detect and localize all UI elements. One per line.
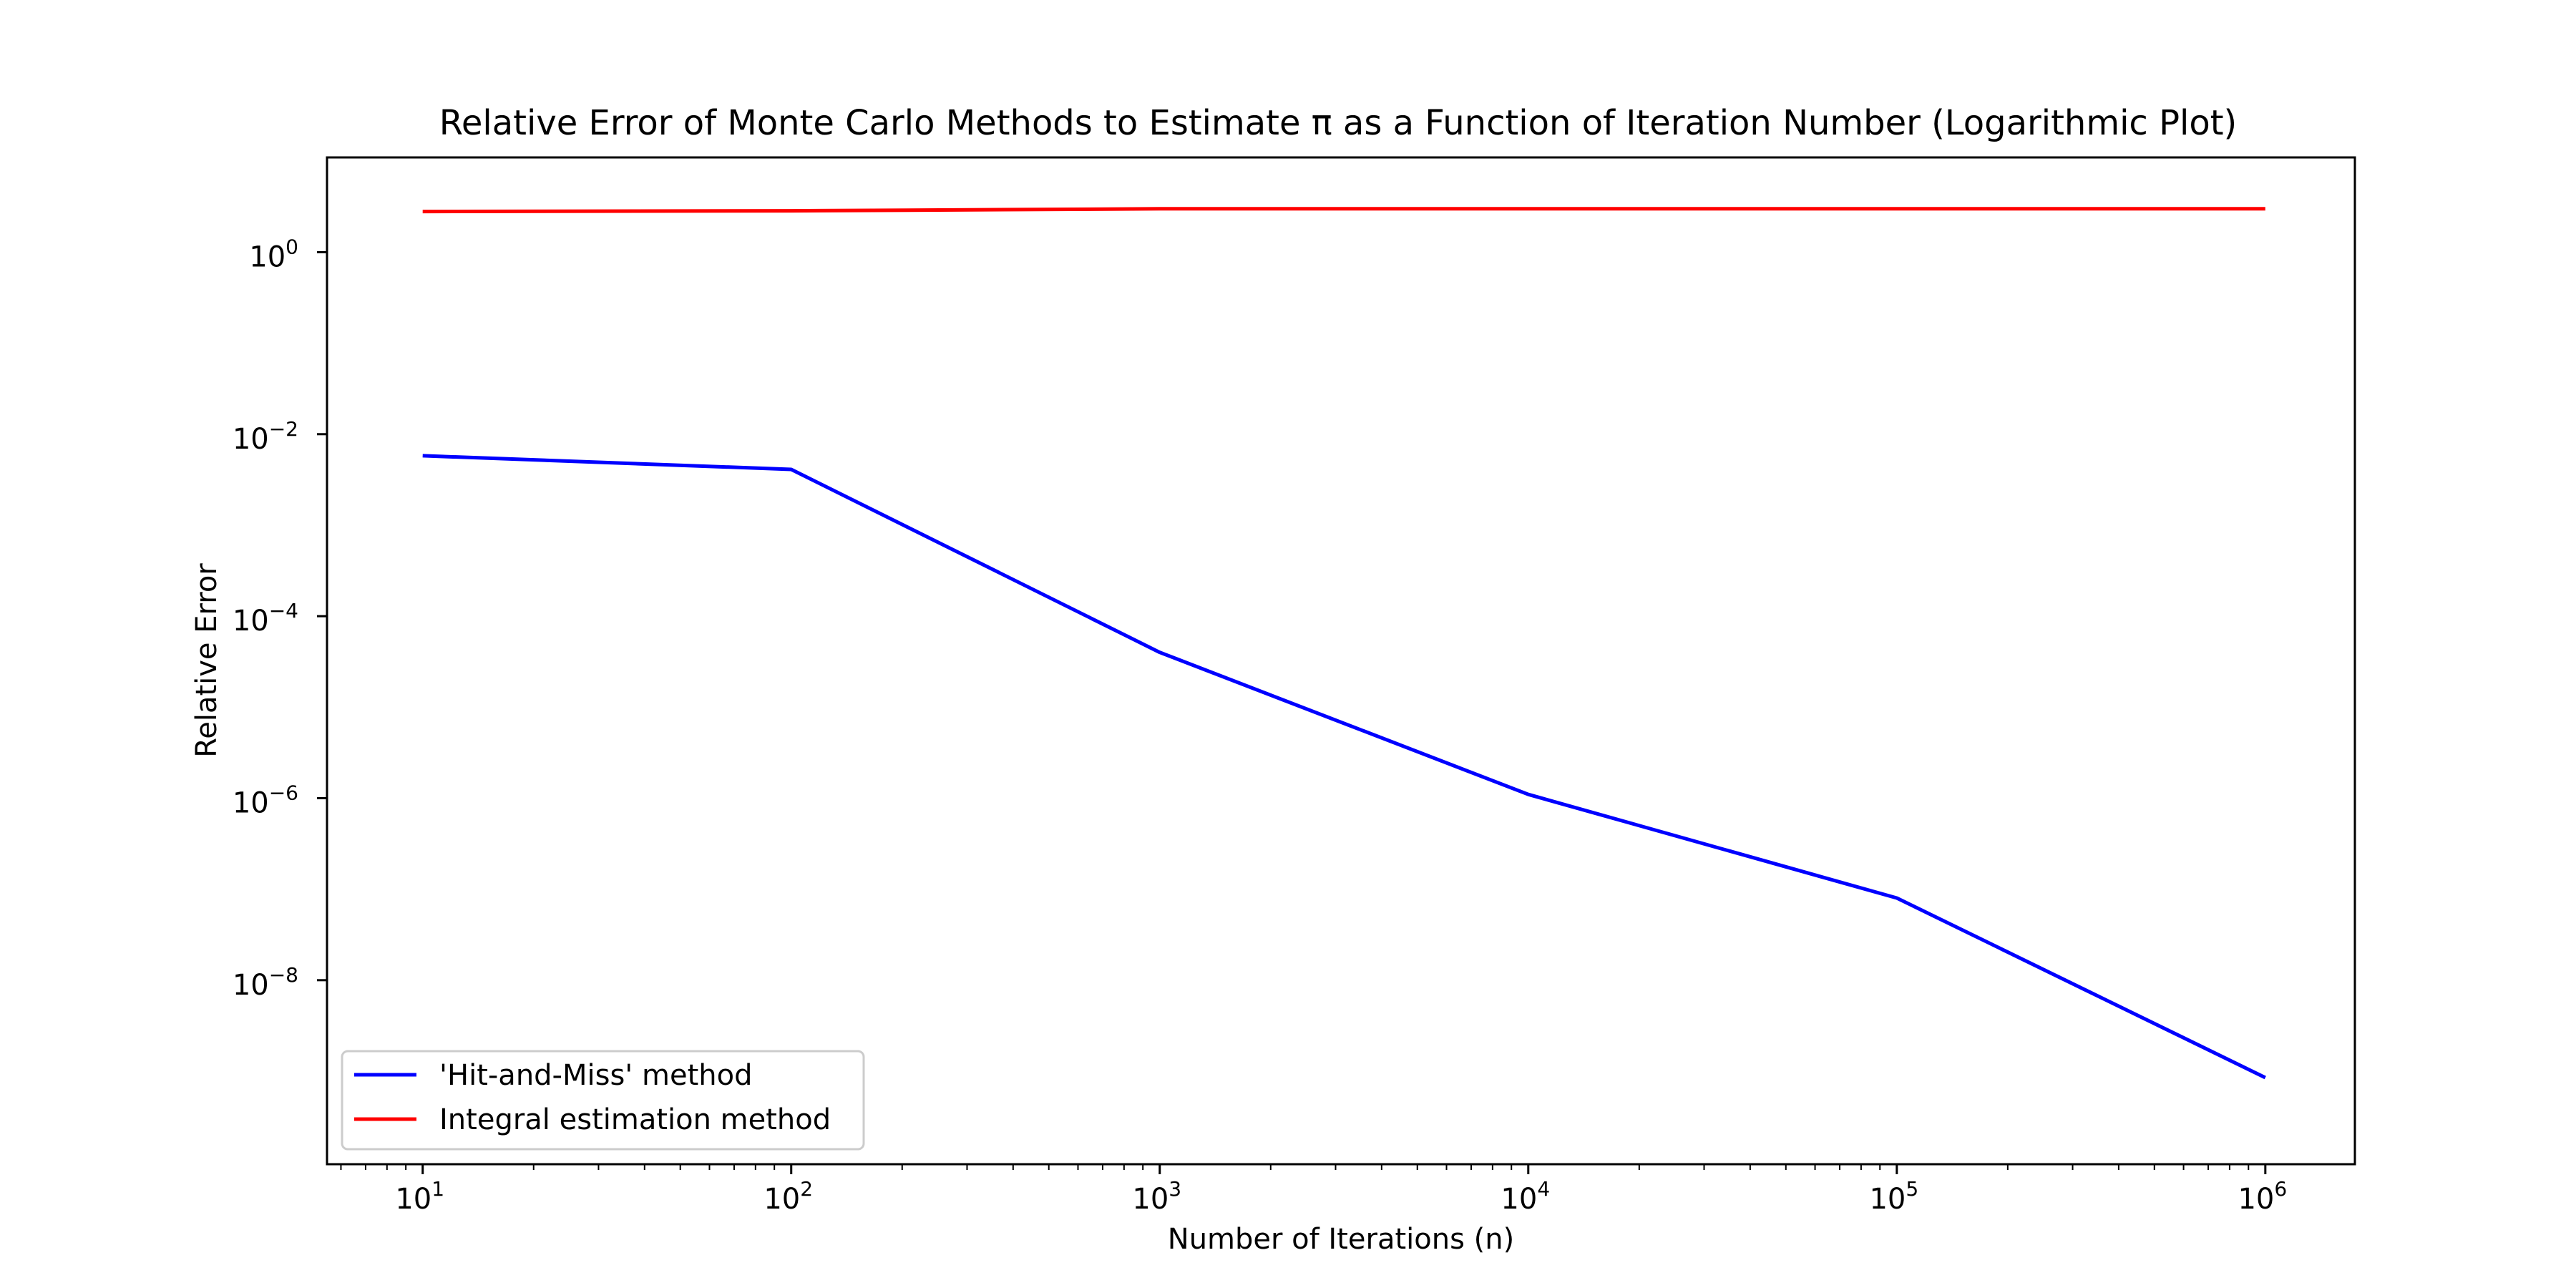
y-tick-label: 10−2 [233,417,298,456]
y-tick-label: 10−6 [233,781,298,819]
x-axis-ticks: 101 102 103 104 105 106 [395,1164,2287,1216]
y-axis-label: Relative Error [190,563,223,758]
series-lines [422,207,2266,1080]
y-tick-label: 10−8 [233,963,298,1002]
plot-area [327,157,2355,1164]
legend-label-integral-estimation: Integral estimation method [439,1103,831,1136]
y-tick-label: 10−4 [233,599,298,638]
legend-frame [341,1050,865,1151]
legend-label-hit-and-miss: 'Hit-and-Miss' method [439,1059,752,1092]
x-tick-label: 105 [1869,1177,1918,1216]
y-tick-label: 100 [249,235,298,273]
x-tick-label: 106 [2238,1177,2287,1216]
series-line-0 [422,454,2266,1080]
x-tick-label: 104 [1501,1177,1550,1216]
plot-frame [326,156,2356,1166]
chart-title: Relative Error of Monte Carlo Methods to… [439,103,2238,143]
y-axis-ticks: 100 10−2 10−4 10−6 10−8 [233,235,327,1002]
x-tick-label: 102 [763,1177,813,1216]
x-tick-label: 101 [395,1177,444,1216]
series-line-1 [422,207,2265,214]
legend: 'Hit-and-Miss' method Integral estimatio… [341,1050,865,1151]
x-tick-label: 103 [1132,1177,1181,1216]
x-axis-label: Number of Iterations (n) [1168,1223,1514,1256]
